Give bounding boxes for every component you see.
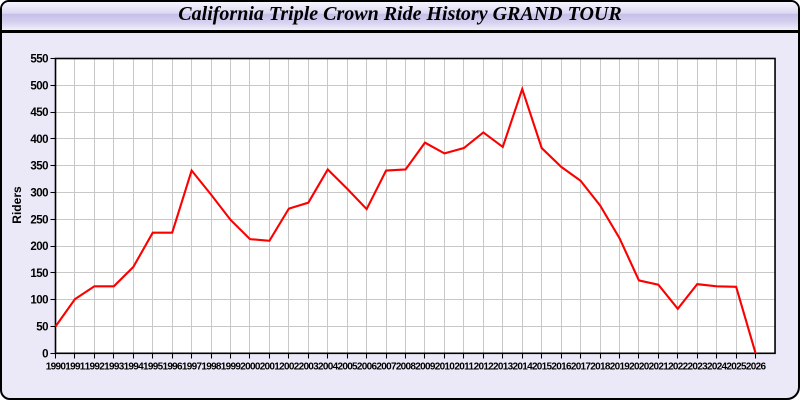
svg-text:2024: 2024 xyxy=(707,362,728,373)
svg-text:2008: 2008 xyxy=(396,362,417,373)
svg-text:100: 100 xyxy=(30,295,48,307)
svg-text:1990: 1990 xyxy=(46,362,67,373)
svg-text:150: 150 xyxy=(30,268,48,280)
svg-text:2019: 2019 xyxy=(610,362,631,373)
svg-text:2025: 2025 xyxy=(726,362,747,373)
svg-text:2013: 2013 xyxy=(493,362,514,373)
svg-text:400: 400 xyxy=(30,134,48,146)
svg-text:2026: 2026 xyxy=(746,362,767,373)
svg-text:200: 200 xyxy=(30,241,48,253)
svg-text:0: 0 xyxy=(42,348,48,360)
svg-text:2023: 2023 xyxy=(688,362,709,373)
svg-text:1992: 1992 xyxy=(85,362,106,373)
svg-text:450: 450 xyxy=(30,107,48,119)
svg-text:1993: 1993 xyxy=(104,362,125,373)
svg-text:550: 550 xyxy=(30,54,48,66)
svg-text:350: 350 xyxy=(30,161,48,173)
svg-text:500: 500 xyxy=(30,80,48,92)
svg-text:2004: 2004 xyxy=(318,362,339,373)
svg-text:2018: 2018 xyxy=(590,362,611,373)
svg-text:2015: 2015 xyxy=(532,362,553,373)
svg-text:1996: 1996 xyxy=(162,362,183,373)
svg-text:1991: 1991 xyxy=(65,362,86,373)
svg-text:Riders: Riders xyxy=(10,186,24,224)
svg-text:2022: 2022 xyxy=(668,362,689,373)
svg-text:2011: 2011 xyxy=(454,362,474,373)
svg-text:1997: 1997 xyxy=(182,362,203,373)
svg-text:2014: 2014 xyxy=(513,362,534,373)
svg-text:2021: 2021 xyxy=(649,362,670,373)
svg-text:2006: 2006 xyxy=(357,362,378,373)
svg-text:1995: 1995 xyxy=(143,362,164,373)
svg-text:2009: 2009 xyxy=(415,362,436,373)
svg-text:2010: 2010 xyxy=(435,362,456,373)
svg-text:1999: 1999 xyxy=(221,362,242,373)
svg-text:2000: 2000 xyxy=(240,362,261,373)
svg-text:1998: 1998 xyxy=(201,362,222,373)
svg-text:50: 50 xyxy=(36,322,48,334)
svg-text:2012: 2012 xyxy=(474,362,495,373)
svg-text:2003: 2003 xyxy=(299,362,320,373)
svg-text:2005: 2005 xyxy=(337,362,358,373)
svg-text:2002: 2002 xyxy=(279,362,300,373)
svg-text:300: 300 xyxy=(30,188,48,200)
svg-text:2017: 2017 xyxy=(571,362,592,373)
svg-text:2007: 2007 xyxy=(376,362,397,373)
svg-text:2001: 2001 xyxy=(260,362,281,373)
svg-text:1994: 1994 xyxy=(124,362,145,373)
svg-text:2016: 2016 xyxy=(551,362,572,373)
svg-text:250: 250 xyxy=(30,214,48,226)
svg-text:2020: 2020 xyxy=(629,362,650,373)
